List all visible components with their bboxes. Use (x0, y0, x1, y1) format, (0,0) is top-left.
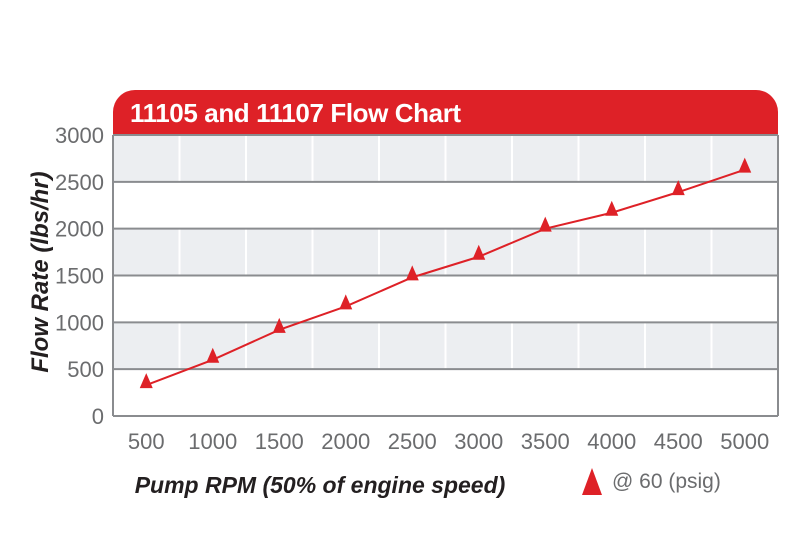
y-tick-label: 500 (67, 357, 104, 382)
data-point-marker (206, 347, 220, 363)
data-point-marker (738, 157, 752, 173)
chart-title: 11105 and 11107 Flow Chart (130, 97, 461, 128)
y-tick-label: 2000 (55, 217, 104, 242)
y-tick-label: 1000 (55, 310, 104, 335)
x-tick-label: 2000 (321, 429, 370, 454)
x-tick-label: 4000 (587, 429, 636, 454)
x-tick-label: 5000 (720, 429, 769, 454)
y-tick-label: 2500 (55, 170, 104, 195)
data-point-marker (605, 200, 619, 216)
y-tick-label: 1500 (55, 264, 104, 289)
x-tick-label: 4500 (654, 429, 703, 454)
x-tick-label: 500 (128, 429, 165, 454)
x-tick-label: 2500 (388, 429, 437, 454)
legend-label: @ 60 (psig) (612, 469, 721, 493)
x-tick-label: 3500 (521, 429, 570, 454)
x-tick-label: 3000 (454, 429, 503, 454)
x-axis-title: Pump RPM (50% of engine speed) (134, 472, 506, 498)
data-point-marker (538, 216, 552, 232)
y-axis-title: Flow Rate (lbs/hr) (27, 171, 54, 373)
data-point-marker (472, 244, 486, 260)
data-point-marker (405, 265, 419, 281)
data-point-marker (671, 180, 685, 196)
chart-header: 11105 and 11107 Flow Chart (113, 90, 778, 136)
data-line (145, 168, 746, 387)
x-tick-label: 1500 (255, 429, 304, 454)
legend-triangle-icon (582, 468, 602, 495)
data-point-marker (272, 317, 286, 333)
x-tick-label: 1000 (188, 429, 237, 454)
legend: @ 60 (psig) (582, 468, 721, 495)
y-tick-label: 0 (92, 404, 104, 429)
data-point-marker (339, 294, 353, 310)
data-point-marker (139, 373, 153, 389)
y-tick-label: 3000 (55, 123, 104, 148)
